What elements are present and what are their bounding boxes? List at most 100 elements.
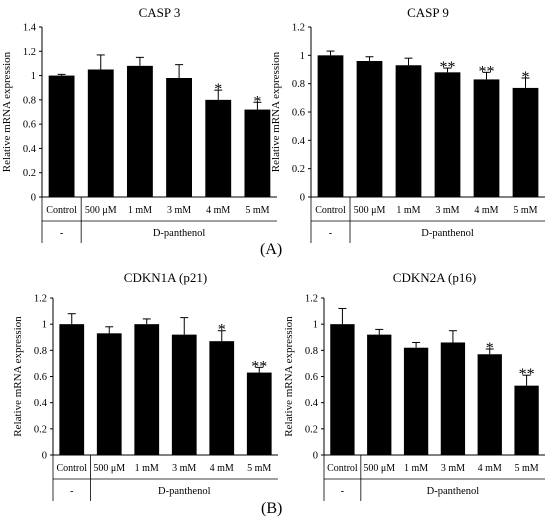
y-tick-label: 1.2 (23, 47, 36, 58)
y-tick-label: 0.2 (305, 424, 318, 435)
bar-4 (440, 342, 466, 455)
bar-5 (473, 79, 500, 197)
y-tick-label: 0.6 (23, 120, 36, 131)
chart-2: CASP 9 Relative mRNA expression 0 0.2 0.4 0.6… (270, 5, 545, 243)
y-tick-label: 0.4 (23, 144, 37, 155)
y-tick-label: 0.8 (34, 346, 47, 357)
group-label: D-panthenol (158, 486, 211, 497)
category-label: 4 mM (206, 205, 230, 216)
y-tick-label: 0.6 (305, 372, 318, 383)
category-label: 500 μM (93, 463, 125, 474)
y-tick-label: 1 (31, 71, 36, 82)
group-label: D-panthenol (421, 228, 474, 239)
y-tick-label: 0.4 (305, 398, 319, 409)
chart-1: CASP 3 Relative mRNA expression 0 0.2 0.4 0.6… (1, 5, 277, 243)
significance-marker: * (253, 93, 261, 110)
bar-2 (87, 69, 114, 197)
bar-4 (434, 72, 461, 197)
y-tick-label: 0 (31, 193, 36, 204)
bar-4 (166, 78, 193, 197)
y-tick-label: 0 (300, 193, 305, 204)
group-label: - (70, 486, 74, 497)
y-tick-label: 0.4 (292, 136, 306, 147)
bar-1 (317, 55, 344, 198)
y-tick-label: 0.8 (292, 79, 305, 90)
category-label: Control (56, 463, 87, 474)
significance-marker: ** (519, 366, 535, 383)
category-label: 1 mM (128, 205, 152, 216)
y-tick-label: 1 (313, 320, 318, 331)
y-tick-label: 0.4 (34, 398, 48, 409)
bar-6 (244, 109, 271, 197)
chart-title: CASP 9 (407, 5, 449, 20)
y-tick-label: 0 (313, 451, 318, 462)
y-axis-label: Relative mRNA expression (12, 316, 24, 437)
bar-2 (356, 61, 383, 197)
category-label: 3 mM (441, 463, 465, 474)
significance-marker: * (218, 322, 226, 339)
panel-label-b: (B) (261, 500, 283, 517)
y-tick-label: 0.8 (305, 346, 318, 357)
category-label: 5 mM (514, 463, 538, 474)
chart-title: CDKN2A (p16) (393, 270, 476, 285)
y-tick-label: 0.6 (292, 108, 305, 119)
y-axis-label: Relative mRNA expression (1, 51, 13, 172)
category-label: 500 μM (363, 463, 395, 474)
y-tick-label: 1.4 (23, 23, 37, 34)
y-tick-label: 1.2 (34, 294, 47, 305)
significance-marker: ** (440, 59, 456, 76)
category-label: 5 mM (245, 205, 269, 216)
bar-1 (48, 75, 75, 197)
y-tick-label: 0.2 (34, 424, 47, 435)
y-tick-label: 1 (42, 320, 47, 331)
y-tick-label: 0.8 (23, 95, 36, 106)
category-label: 3 mM (172, 463, 196, 474)
significance-marker: ** (251, 358, 267, 375)
bar-6 (514, 385, 539, 455)
panel-label-a: (A) (260, 241, 283, 258)
category-label: 1 mM (404, 463, 428, 474)
bar-5 (205, 99, 232, 197)
chart-4: CDKN2A (p16) Relative mRNA expression 0 0.2… (283, 270, 545, 501)
category-label: 5 mM (513, 205, 537, 216)
category-label: 500 μM (85, 205, 117, 216)
chart-title: CASP 3 (139, 5, 181, 20)
category-label: 4 mM (210, 463, 234, 474)
group-label: - (60, 228, 64, 239)
bar-3 (126, 65, 153, 197)
y-axis-label: Relative mRNA expression (283, 316, 295, 437)
y-axis-label: Relative mRNA expression (270, 51, 282, 172)
category-label: 4 mM (474, 205, 498, 216)
bar-6 (512, 87, 539, 197)
significance-marker: * (214, 81, 222, 98)
bar-6 (246, 372, 272, 455)
bar-3 (395, 65, 422, 197)
y-tick-label: 1 (300, 51, 305, 62)
category-label: 5 mM (247, 463, 271, 474)
group-label: - (341, 486, 345, 497)
category-label: 4 mM (478, 463, 502, 474)
y-tick-label: 1.2 (305, 294, 318, 305)
significance-marker: * (486, 340, 494, 357)
category-label: Control (327, 463, 358, 474)
significance-marker: ** (479, 63, 495, 80)
bar-4 (171, 334, 197, 455)
group-label: D-panthenol (153, 228, 206, 239)
bar-3 (134, 324, 160, 455)
category-label: 500 μM (354, 205, 386, 216)
group-label: D-panthenol (427, 486, 480, 497)
category-label: 3 mM (167, 205, 191, 216)
y-tick-label: 0 (42, 451, 47, 462)
bar-5 (477, 354, 502, 455)
y-tick-label: 0.2 (292, 164, 305, 175)
group-label: - (329, 228, 333, 239)
chart-title: CDKN1A (p21) (124, 270, 207, 285)
chart-3: CDKN1A (p21) Relative mRNA expression 0 0.2… (12, 270, 278, 501)
bar-2 (96, 333, 122, 455)
bar-1 (59, 324, 85, 455)
bar-1 (330, 324, 355, 455)
bar-2 (367, 334, 392, 455)
category-label: 3 mM (435, 205, 459, 216)
